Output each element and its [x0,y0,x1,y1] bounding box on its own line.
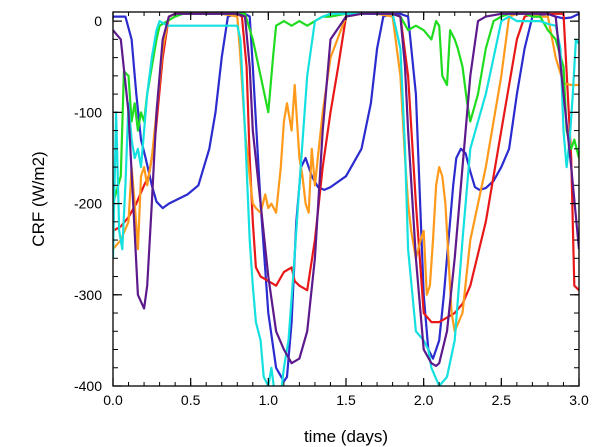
y-tick-label: 0 [94,13,102,29]
x-axis-title: time (days) [304,427,388,446]
series-line-3 [113,12,579,333]
x-tick-label: 0.5 [181,392,201,408]
series-line-6 [113,12,579,367]
y-tick-label: -200 [74,196,102,212]
series-line-5 [113,12,579,386]
plot-frame [112,11,580,387]
x-tick-label: 2.0 [414,392,434,408]
x-tick-label: 0.0 [103,392,123,408]
axis-ticks: 0.0 0.5 1.0 1.5 2.0 2.5 3.0 0 -100 -200 -300 -400 [74,12,589,408]
series-line-2 [113,12,579,324]
x-tick-label: 1.0 [259,392,279,408]
y-axis-title: CRF (W/m2) [29,151,48,246]
x-tick-label: 2.5 [492,392,512,408]
series-lines [113,12,579,386]
y-tick-label: -400 [74,378,102,394]
series-line-1 [113,12,579,383]
x-tick-label: 3.0 [569,392,589,408]
x-tick-label: 1.5 [336,392,356,408]
y-tick-label: -100 [74,104,102,120]
y-tick-label: -300 [74,287,102,303]
